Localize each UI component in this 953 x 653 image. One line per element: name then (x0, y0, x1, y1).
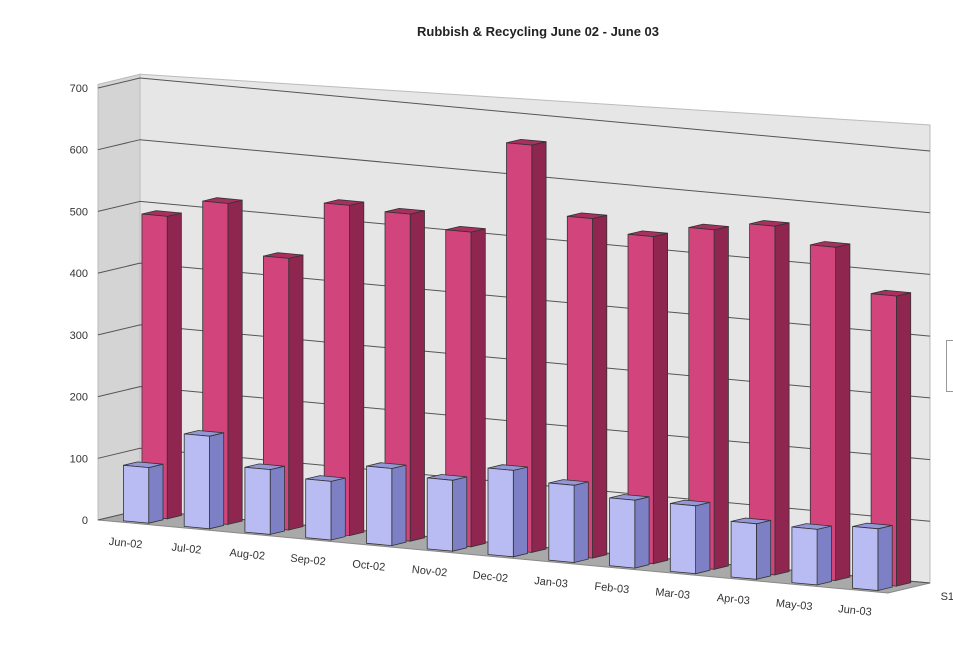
bar-b2-Dec-02 (506, 138, 547, 553)
x-tick-label: May-03 (775, 597, 813, 613)
bar-b1-Dec-02 (487, 464, 528, 558)
x-tick-label: Nov-02 (411, 564, 448, 580)
gridline (97, 139, 931, 214)
bar-b1-Mar-03 (669, 499, 711, 575)
bar-b2-Jun-03 (870, 289, 912, 587)
x-tick-label: Jan-03 (534, 575, 569, 590)
x-tick-label: Feb-03 (594, 581, 630, 597)
bar-b1-Nov-02 (426, 474, 468, 552)
bar-b2-Oct-02 (384, 207, 425, 542)
bar-b1-Jun-02 (123, 461, 164, 524)
x-tick-label: Aug-02 (229, 547, 266, 563)
bar-b1-Jan-03 (548, 479, 589, 564)
series-axis-labels: S1S2 (941, 591, 953, 603)
bar-b1-Apr-03 (730, 517, 772, 580)
y-tick-label: 500 (70, 206, 88, 218)
bar-b1-Jul-02 (183, 430, 225, 530)
bar-b2-Jan-03 (566, 212, 608, 559)
x-tick-label: Jul-02 (171, 542, 202, 557)
bar-b1-Oct-02 (366, 462, 407, 547)
bar-b1-Jun-03 (852, 522, 893, 592)
bar-b1-Feb-03 (609, 494, 650, 569)
x-tick-label: Mar-03 (655, 586, 691, 602)
x-tick-label: Jun-02 (108, 536, 143, 551)
y-tick-label: 100 (70, 453, 88, 465)
y-axis-ticks: 0 100 200 300 400 500 600 700 (70, 83, 88, 527)
bar-b2-May-03 (809, 241, 851, 582)
y-tick-label: 200 (70, 392, 88, 404)
bar-b2-Sep-02 (323, 199, 365, 537)
chart-title: Rubbish & Recycling June 02 - June 03 (417, 24, 659, 39)
series-b1-bars (123, 430, 893, 592)
y-tick-label: 300 (70, 330, 88, 342)
y-tick-label: 0 (82, 515, 88, 527)
y-tick-label: 400 (70, 268, 88, 280)
bar-b2-Feb-03 (627, 230, 668, 565)
x-axis-labels: Jun-02 Jul-02 Aug-02 Sep-02 Oct-02 Nov-02 Dec-… (108, 536, 872, 619)
x-tick-label: Apr-03 (716, 592, 750, 607)
x-tick-label: Jun-03 (838, 603, 873, 618)
y-tick-label: 600 (70, 145, 88, 157)
series-label: S1 (941, 591, 953, 603)
x-tick-label: Sep-02 (290, 553, 327, 569)
bar-b2-Aug-02 (262, 252, 304, 531)
y-tick-label: 700 (70, 83, 88, 95)
gridline (97, 77, 931, 152)
bar-b2-Mar-03 (688, 223, 729, 570)
bar-b1-Sep-02 (305, 475, 346, 541)
x-tick-label: Oct-02 (352, 558, 386, 573)
bar-b1-Aug-02 (244, 463, 285, 535)
legend (946, 340, 953, 392)
x-tick-label: Dec-02 (472, 569, 509, 585)
bar-b2-Nov-02 (445, 225, 486, 548)
bar-b1-May-03 (791, 523, 832, 586)
